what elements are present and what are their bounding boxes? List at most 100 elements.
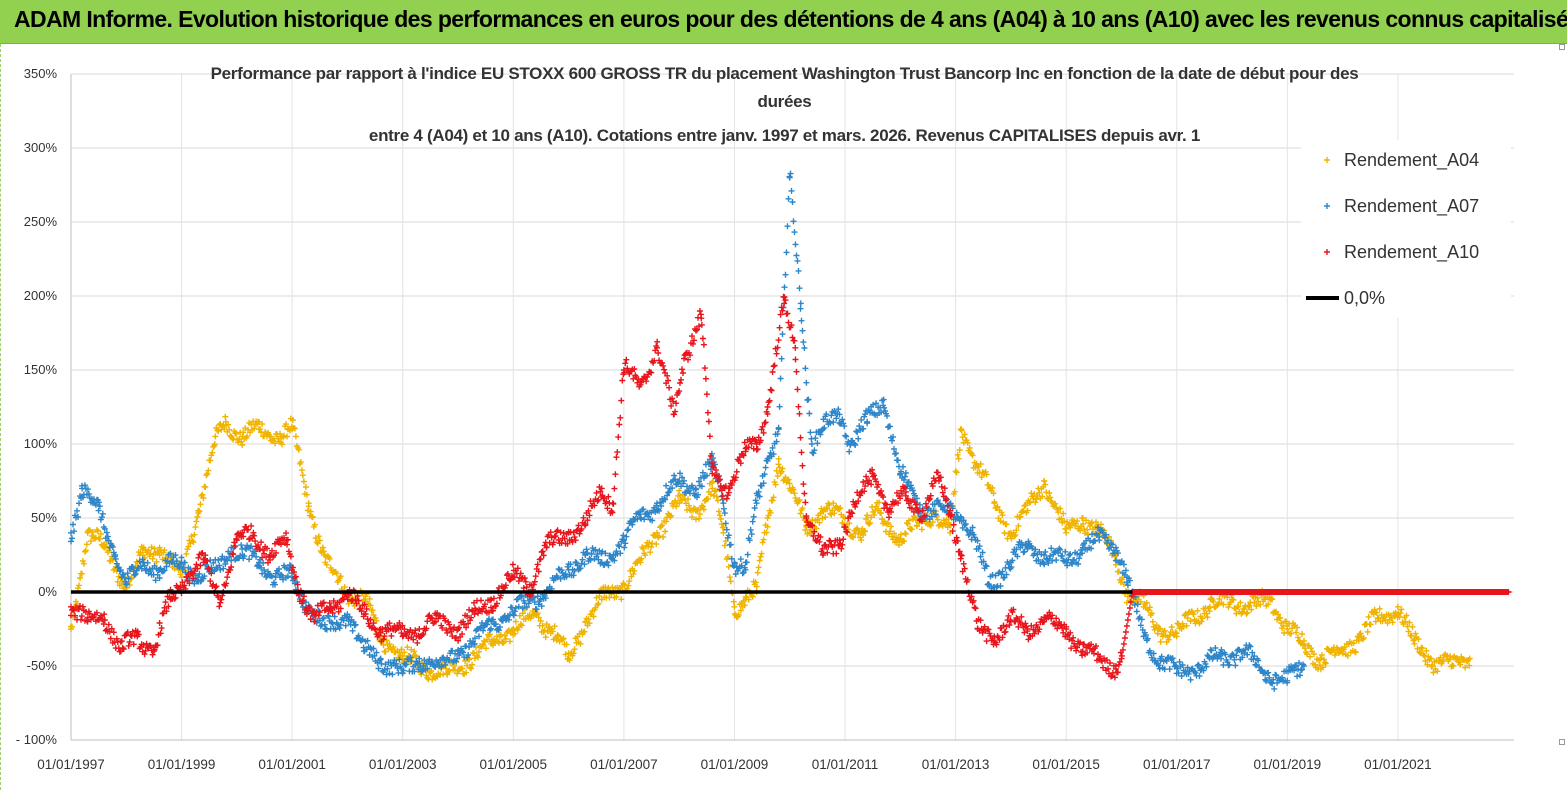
data-point	[782, 271, 789, 278]
data-point	[1232, 662, 1239, 669]
data-point	[1446, 656, 1453, 663]
data-point	[1224, 594, 1231, 601]
data-point	[79, 558, 86, 564]
data-point	[712, 487, 719, 494]
data-point	[499, 640, 506, 646]
data-point	[744, 551, 751, 558]
data-point	[801, 490, 808, 497]
data-point	[991, 499, 998, 505]
data-point	[1057, 505, 1064, 512]
data-point	[886, 514, 892, 521]
data-point	[1122, 629, 1129, 635]
y-tick-label: 50%	[31, 510, 57, 525]
report-title: ADAM Informe. Evolution historique des p…	[14, 6, 1567, 32]
data-point	[1126, 605, 1133, 611]
data-point	[1033, 496, 1040, 503]
data-point	[109, 557, 116, 563]
data-point	[978, 474, 985, 481]
data-point	[833, 415, 840, 422]
data-point	[1269, 596, 1276, 603]
data-point	[790, 218, 797, 225]
data-point	[1405, 628, 1412, 635]
data-point	[1204, 614, 1211, 621]
data-point	[192, 524, 199, 531]
data-point	[1165, 636, 1172, 643]
y-tick-label: - 100%	[16, 732, 58, 747]
data-point	[983, 638, 990, 645]
data-point	[814, 516, 821, 523]
data-point	[1367, 621, 1374, 628]
data-point	[661, 366, 668, 373]
resize-handle-top-right[interactable]	[1559, 44, 1565, 50]
data-point	[577, 640, 584, 647]
y-tick-label: 150%	[24, 362, 58, 377]
data-point	[323, 561, 330, 568]
data-point	[642, 552, 649, 559]
data-point	[1243, 610, 1250, 617]
data-point	[775, 461, 782, 468]
data-point	[1047, 494, 1054, 501]
data-point	[720, 529, 727, 536]
data-point	[1161, 627, 1168, 634]
data-point	[390, 644, 397, 650]
data-point	[747, 526, 754, 533]
data-point	[895, 457, 901, 464]
data-point	[185, 543, 192, 550]
data-point	[1423, 647, 1430, 654]
data-point	[78, 570, 85, 577]
data-point	[1307, 653, 1313, 660]
data-point	[295, 446, 302, 453]
data-point	[822, 514, 829, 521]
data-point	[749, 593, 756, 600]
data-point	[613, 454, 620, 461]
data-point	[590, 613, 597, 620]
data-point	[737, 556, 744, 563]
data-point	[349, 627, 356, 634]
data-point	[1032, 499, 1039, 506]
data-point	[1294, 673, 1301, 680]
resize-handle-bottom-right[interactable]	[1559, 739, 1565, 745]
data-point	[1199, 615, 1206, 622]
data-point	[1319, 664, 1326, 671]
data-point	[767, 386, 774, 393]
data-point	[367, 602, 374, 609]
data-point	[1355, 637, 1362, 644]
data-point	[238, 542, 245, 549]
data-point	[860, 532, 867, 538]
data-point	[831, 510, 838, 517]
data-point	[630, 570, 637, 577]
data-point	[741, 602, 748, 609]
data-point	[149, 555, 156, 562]
y-tick-label: -50%	[27, 658, 58, 673]
x-tick-label: 01/01/2021	[1364, 757, 1432, 772]
data-point	[69, 623, 75, 630]
data-point	[202, 484, 209, 490]
series-Rendement_A07	[68, 170, 1307, 692]
data-point	[793, 252, 800, 259]
data-point	[299, 472, 306, 479]
data-point	[1054, 506, 1061, 513]
data-point	[797, 434, 804, 441]
data-point	[749, 518, 756, 525]
data-point	[468, 665, 475, 672]
data-point	[654, 338, 661, 345]
data-point	[1187, 676, 1194, 683]
data-point	[1194, 607, 1201, 614]
data-point	[843, 433, 850, 440]
data-point	[1160, 628, 1167, 635]
data-point	[797, 510, 804, 517]
data-point	[1365, 613, 1372, 620]
data-point	[789, 199, 796, 205]
data-point	[218, 426, 225, 433]
data-point	[1455, 658, 1462, 665]
data-point	[929, 519, 936, 526]
data-point	[399, 653, 406, 659]
data-point	[1246, 602, 1253, 609]
data-point	[680, 370, 686, 376]
x-tick-label: 01/01/2007	[590, 757, 658, 772]
data-point	[1145, 607, 1152, 614]
data-point	[1059, 552, 1066, 559]
data-point	[82, 547, 89, 554]
data-point	[221, 425, 228, 432]
data-point	[711, 488, 718, 495]
